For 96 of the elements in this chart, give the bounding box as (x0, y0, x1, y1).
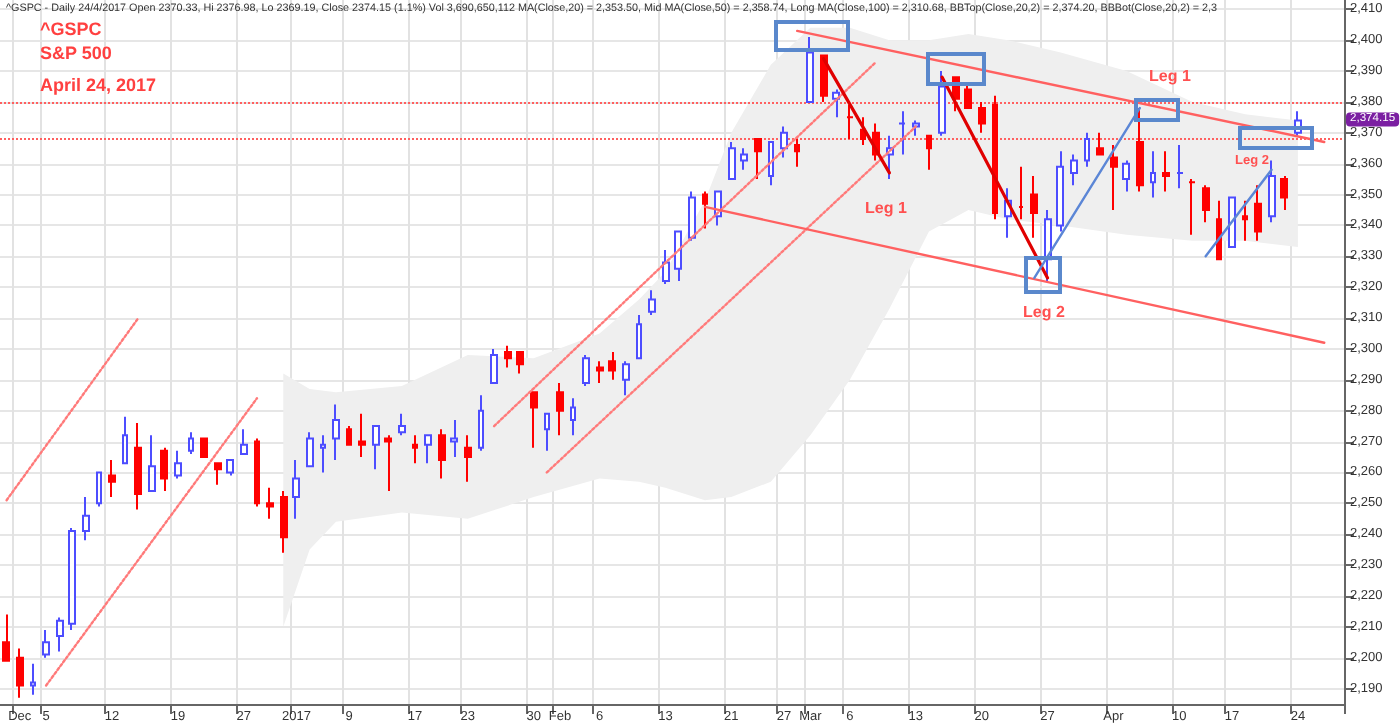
candlestick (596, 360, 604, 384)
candlestick (622, 360, 630, 397)
candlestick (516, 351, 524, 375)
candlestick (1096, 131, 1104, 156)
candlestick (358, 412, 366, 458)
candlestick (320, 434, 326, 474)
candlestick (1084, 131, 1090, 168)
candlestick (450, 418, 458, 458)
candlestick (1070, 153, 1078, 187)
candlestick (226, 459, 234, 477)
candlestick (1188, 178, 1196, 236)
candlestick (504, 344, 512, 369)
candlestick (806, 36, 814, 103)
candlestick (1254, 184, 1262, 242)
candlestick (346, 425, 352, 446)
annotation: Leg 1 (1149, 67, 1192, 85)
candlestick (266, 486, 274, 520)
candlestick (1162, 150, 1170, 193)
candlestick (938, 70, 946, 137)
candlestick (768, 141, 774, 187)
candlestick (398, 412, 406, 437)
candlestick (438, 428, 446, 480)
candlestick (992, 94, 998, 221)
candlestick (1242, 199, 1248, 242)
candlestick (306, 431, 314, 468)
candlestick (754, 137, 762, 181)
candlestick (1216, 199, 1222, 261)
candlestick (1228, 196, 1236, 249)
candlestick (424, 434, 432, 465)
candlestick (174, 449, 182, 480)
candlestick (530, 391, 538, 449)
candlestick (1202, 184, 1210, 224)
candlestick (240, 428, 248, 455)
candlestick (214, 462, 222, 486)
candlestick (200, 437, 208, 458)
candlestick (570, 397, 576, 437)
candlestick (56, 616, 64, 653)
candlestick (832, 88, 840, 119)
candlestick (964, 82, 972, 110)
candlestick (1030, 175, 1038, 239)
candlestick (1018, 165, 1024, 221)
candlestick (280, 489, 288, 554)
candlestick (648, 289, 656, 316)
candlestick (1268, 159, 1276, 224)
candlestick (728, 141, 736, 181)
candlestick (1280, 175, 1288, 211)
candlestick (556, 381, 564, 437)
candlestick (464, 434, 472, 483)
candlestick (1122, 159, 1130, 193)
candlestick (1056, 150, 1064, 233)
candlestick (846, 103, 854, 140)
candlestick (636, 313, 642, 360)
candlestick (544, 412, 550, 452)
candlestick (582, 354, 590, 387)
annotation: Leg 1 (865, 199, 908, 217)
annotation: April 24, 2017 (40, 75, 157, 95)
candlestick (292, 459, 300, 520)
candlestick (674, 230, 682, 282)
candlestick (134, 422, 142, 511)
candlestick (96, 471, 102, 508)
candlestick (926, 134, 932, 171)
candlestick (662, 249, 670, 286)
candlestick (254, 437, 260, 508)
candlestick (412, 434, 418, 465)
candlestick (478, 394, 484, 452)
candlestick (2, 613, 10, 662)
candlestick (780, 125, 788, 159)
candlestick (68, 527, 76, 631)
candlestick (384, 434, 392, 492)
candlestick (490, 347, 498, 384)
candlestick (188, 431, 194, 455)
candlestick (978, 100, 986, 134)
candlestick (608, 351, 616, 381)
text: S&P 500 (40, 43, 112, 63)
candlestick (82, 496, 90, 542)
candlestick (794, 137, 800, 168)
candlestick (30, 662, 36, 696)
candlestick (1176, 144, 1184, 190)
candlestick (702, 190, 708, 230)
candlestick (898, 110, 906, 156)
candlestick (160, 446, 168, 492)
candlestick (1150, 150, 1156, 199)
candlestick (332, 403, 340, 462)
candlestick (372, 425, 380, 471)
candlestick (108, 459, 116, 499)
annotation: Leg 2 (1023, 303, 1066, 321)
candlestick (42, 628, 50, 659)
candlestick (912, 119, 920, 137)
candlestick (740, 147, 748, 171)
candlestick (148, 434, 156, 492)
candlestick (1110, 144, 1118, 211)
candlestick (16, 647, 24, 699)
candlestick (860, 116, 866, 147)
text: ^GSPC (40, 19, 103, 39)
candlestick (1136, 107, 1144, 193)
candlestick (122, 415, 128, 465)
